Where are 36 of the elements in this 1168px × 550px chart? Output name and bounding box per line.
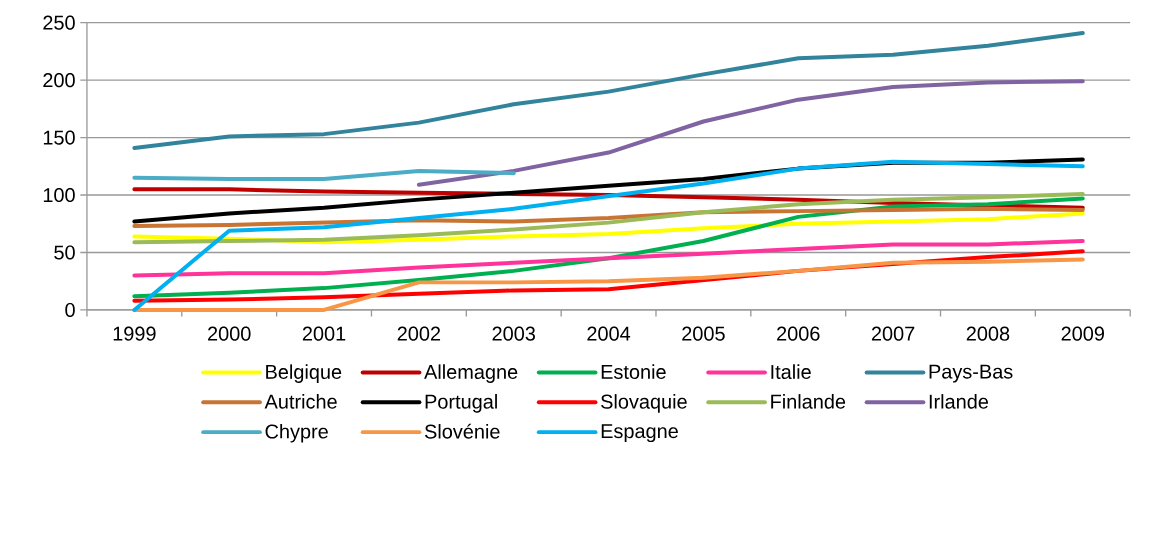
line-series [416,79,1085,187]
legend-label: Allemagne [424,364,518,383]
x-tick-label: 2002 [397,326,441,341]
line-series [132,239,1085,278]
x-tick-label: 1999 [113,326,156,341]
legend-label: Italie [771,364,811,380]
y-tick-label: 0 [65,302,75,318]
x-tick-label: 2003 [492,326,536,341]
legend-label: Autriche [264,394,337,409]
y-tick-label: 250 [43,15,75,30]
y-tick-label: 100 [43,188,75,203]
x-tick-label: 2007 [871,326,915,341]
x-tick-label: 2008 [966,326,1010,341]
x-tick-label: 2004 [587,326,631,341]
y-tick-label: 50 [54,245,75,260]
x-tick-label: 2009 [1061,326,1104,341]
x-tick-label: 2005 [682,326,725,341]
x-tick-label: 2006 [777,326,820,341]
line-series [132,191,1085,245]
legend-label: Slovaquie [601,394,687,413]
legend-label: Estonie [601,364,666,380]
legend-label: Belgique [266,364,342,383]
legend-label: Finlande [771,394,846,409]
legend-label: Chypre [265,423,328,443]
legend-label: Espagne [601,424,678,443]
y-tick-label: 200 [43,73,75,88]
legend-label: Pays-Bas [929,364,1013,383]
legend-label: Slovénie [424,423,500,439]
x-tick-label: 2000 [208,326,251,341]
line-series [132,168,516,181]
line-series [132,31,1085,150]
legend-label: Portugal [425,394,497,413]
x-tick-label: 2001 [302,326,346,341]
line-series [132,196,1085,299]
y-tick-label: 150 [43,130,75,145]
legend-label: Irlande [929,394,989,409]
